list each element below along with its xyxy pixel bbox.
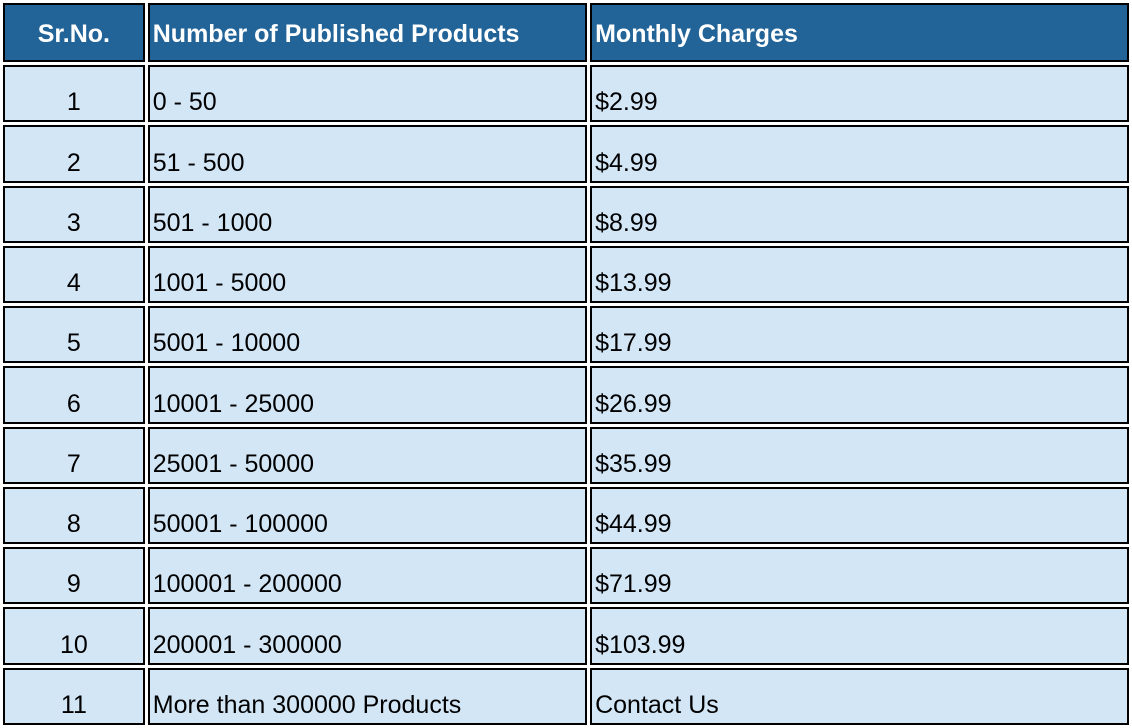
cell-product-range: 50001 - 100000 [147, 486, 588, 545]
cell-sr-no: 9 [3, 547, 145, 605]
cell-monthly-charge: $13.99 [590, 245, 1129, 304]
table-body: 1 0 - 50 $2.99 2 51 - 500 $4.99 3 501 - … [3, 65, 1129, 725]
cell-monthly-charge: Contact Us [590, 667, 1129, 725]
cell-sr-no: 6 [3, 366, 145, 424]
table-row: 6 10001 - 25000 $26.99 [3, 366, 1129, 424]
cell-product-range: 10001 - 25000 [147, 366, 588, 424]
cell-sr-no: 3 [3, 185, 145, 243]
table-row: 11 More than 300000 Products Contact Us [3, 667, 1129, 725]
cell-monthly-charge: $4.99 [590, 125, 1129, 183]
cell-product-range: More than 300000 Products [147, 667, 588, 725]
cell-sr-no: 4 [3, 245, 145, 304]
table-row: 4 1001 - 5000 $13.99 [3, 245, 1129, 304]
table-row: 1 0 - 50 $2.99 [3, 65, 1129, 123]
cell-product-range: 1001 - 5000 [147, 245, 588, 304]
table-row: 8 50001 - 100000 $44.99 [3, 486, 1129, 545]
cell-monthly-charge: $8.99 [590, 185, 1129, 243]
table-header: Sr.No. Number of Published Products Mont… [3, 3, 1129, 62]
cell-product-range: 200001 - 300000 [147, 607, 588, 665]
cell-sr-no: 10 [3, 607, 145, 665]
cell-monthly-charge: $17.99 [590, 306, 1129, 364]
cell-product-range: 51 - 500 [147, 125, 588, 183]
cell-sr-no: 5 [3, 306, 145, 364]
table-row: 9 100001 - 200000 $71.99 [3, 547, 1129, 605]
cell-sr-no: 11 [3, 667, 145, 725]
cell-product-range: 5001 - 10000 [147, 306, 588, 364]
cell-product-range: 100001 - 200000 [147, 547, 588, 605]
cell-monthly-charge: $71.99 [590, 547, 1129, 605]
cell-monthly-charge: $35.99 [590, 426, 1129, 484]
cell-product-range: 0 - 50 [147, 65, 588, 123]
table-row: 7 25001 - 50000 $35.99 [3, 426, 1129, 484]
cell-monthly-charge: $103.99 [590, 607, 1129, 665]
cell-monthly-charge: $2.99 [590, 65, 1129, 123]
table-row: 2 51 - 500 $4.99 [3, 125, 1129, 183]
cell-sr-no: 2 [3, 125, 145, 183]
cell-sr-no: 7 [3, 426, 145, 484]
cell-sr-no: 8 [3, 486, 145, 545]
cell-product-range: 501 - 1000 [147, 185, 588, 243]
table-row: 10 200001 - 300000 $103.99 [3, 607, 1129, 665]
cell-product-range: 25001 - 50000 [147, 426, 588, 484]
header-row: Sr.No. Number of Published Products Mont… [3, 3, 1129, 62]
header-sr-no: Sr.No. [3, 3, 145, 62]
cell-monthly-charge: $26.99 [590, 366, 1129, 424]
cell-sr-no: 1 [3, 65, 145, 123]
header-published-products: Number of Published Products [147, 3, 588, 62]
table-row: 5 5001 - 10000 $17.99 [3, 306, 1129, 364]
header-monthly-charges: Monthly Charges [590, 3, 1129, 62]
cell-monthly-charge: $44.99 [590, 486, 1129, 545]
table-row: 3 501 - 1000 $8.99 [3, 185, 1129, 243]
